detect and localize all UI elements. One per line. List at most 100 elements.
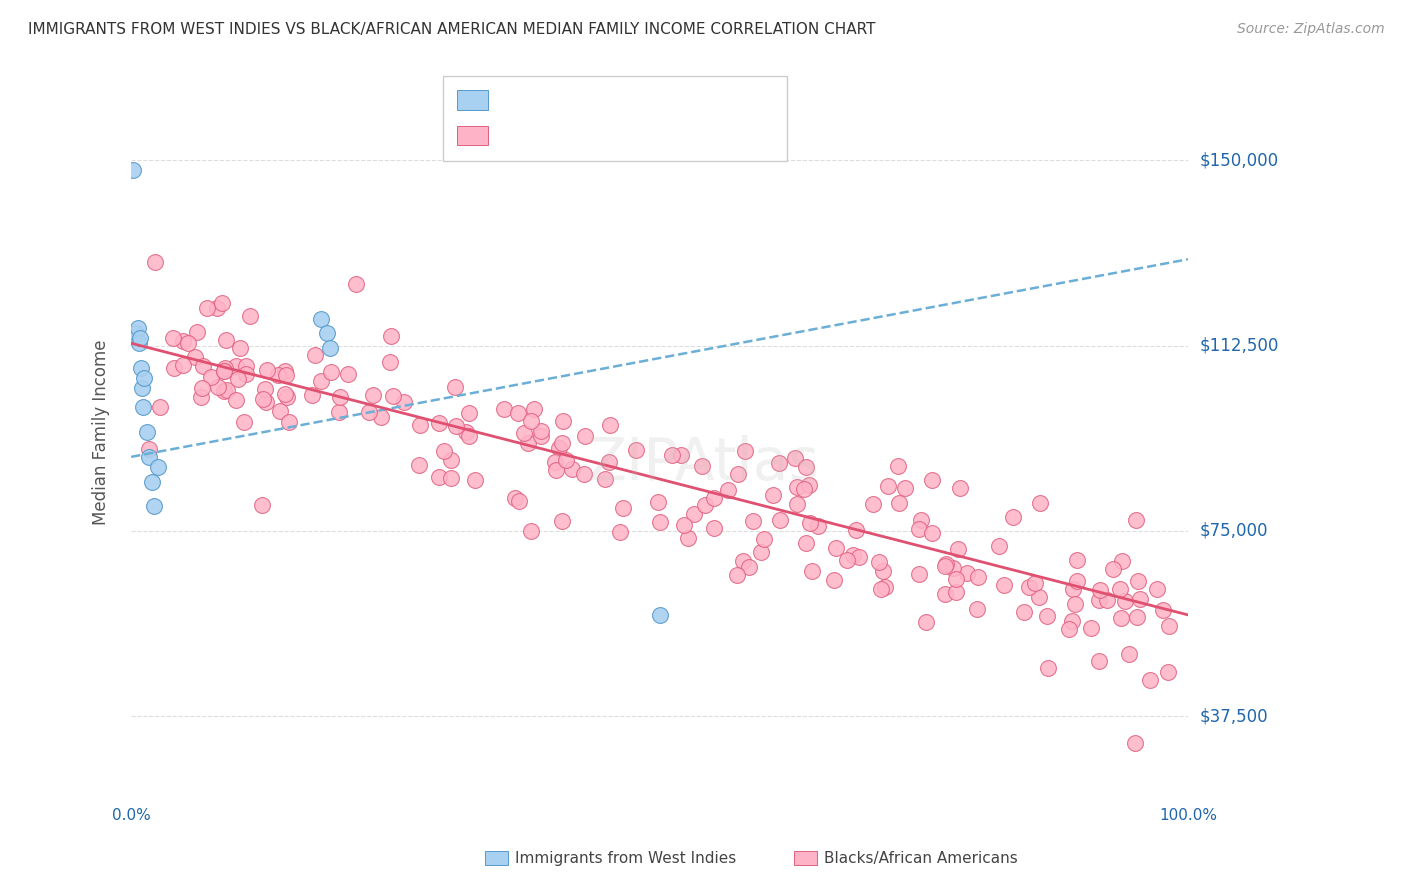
Point bbox=[807, 518, 830, 533]
Point bbox=[1152, 603, 1174, 617]
Point bbox=[785, 451, 807, 466]
Point bbox=[122, 163, 145, 178]
Point bbox=[319, 341, 342, 355]
Point bbox=[1064, 597, 1087, 611]
Point bbox=[921, 525, 943, 540]
Point bbox=[593, 472, 616, 486]
Point bbox=[392, 395, 415, 409]
Point bbox=[835, 552, 858, 566]
Point bbox=[136, 425, 159, 439]
Point bbox=[1128, 574, 1150, 588]
Point bbox=[762, 488, 785, 502]
Point bbox=[239, 309, 262, 323]
Point bbox=[967, 570, 990, 584]
Point bbox=[1129, 592, 1152, 607]
Point bbox=[1114, 594, 1136, 608]
Point bbox=[561, 462, 583, 476]
Text: Source: ZipAtlas.com: Source: ZipAtlas.com bbox=[1237, 22, 1385, 37]
Point bbox=[1088, 582, 1111, 597]
Point bbox=[454, 425, 477, 440]
Point bbox=[191, 381, 214, 395]
Point bbox=[1146, 582, 1168, 597]
Point bbox=[200, 370, 222, 384]
Point bbox=[195, 301, 218, 315]
Point bbox=[409, 418, 432, 433]
Point bbox=[190, 390, 212, 404]
Point bbox=[1012, 605, 1035, 619]
Point bbox=[274, 386, 297, 401]
Text: IMMIGRANTS FROM WEST INDIES VS BLACK/AFRICAN AMERICAN MEDIAN FAMILY INCOME CORRE: IMMIGRANTS FROM WEST INDIES VS BLACK/AFR… bbox=[28, 22, 876, 37]
Point bbox=[1111, 611, 1133, 625]
Point bbox=[172, 334, 194, 348]
Point bbox=[738, 560, 761, 574]
Point bbox=[799, 516, 821, 530]
Point bbox=[444, 418, 467, 433]
Point bbox=[921, 473, 943, 487]
Text: -0.837: -0.837 bbox=[553, 126, 617, 144]
Point bbox=[1118, 648, 1140, 662]
Point bbox=[945, 572, 967, 586]
Point bbox=[547, 441, 569, 455]
Point bbox=[226, 372, 249, 386]
Point bbox=[427, 469, 450, 483]
Point bbox=[693, 498, 716, 512]
Point bbox=[551, 514, 574, 528]
Point bbox=[1060, 614, 1083, 628]
Point bbox=[177, 336, 200, 351]
Point bbox=[650, 515, 672, 529]
Text: $75,000: $75,000 bbox=[1199, 522, 1268, 540]
Point bbox=[125, 326, 148, 341]
Point bbox=[734, 444, 756, 458]
Point bbox=[551, 414, 574, 428]
Point bbox=[146, 459, 169, 474]
Text: 18: 18 bbox=[693, 90, 718, 108]
Point bbox=[256, 394, 278, 409]
Point bbox=[842, 548, 865, 562]
Point bbox=[942, 561, 965, 575]
Point bbox=[673, 518, 696, 533]
Point bbox=[381, 389, 404, 403]
Point bbox=[269, 403, 291, 417]
Text: Blacks/African Americans: Blacks/African Americans bbox=[824, 851, 1018, 865]
Point bbox=[648, 607, 671, 622]
Point bbox=[329, 390, 352, 404]
Point bbox=[1095, 592, 1118, 607]
Point bbox=[1057, 622, 1080, 636]
Point bbox=[212, 363, 235, 377]
Point bbox=[624, 442, 647, 457]
Point bbox=[690, 458, 713, 473]
Point bbox=[408, 458, 430, 472]
Point bbox=[1018, 580, 1040, 594]
Point bbox=[457, 429, 479, 443]
Point bbox=[870, 582, 893, 597]
Point bbox=[609, 525, 631, 540]
Point bbox=[505, 491, 527, 505]
Point bbox=[520, 524, 543, 538]
Point bbox=[336, 367, 359, 381]
Point bbox=[464, 474, 486, 488]
Text: N =: N = bbox=[640, 92, 669, 106]
Point bbox=[207, 380, 229, 394]
Point bbox=[1108, 582, 1130, 597]
Point bbox=[988, 539, 1011, 553]
Text: R =: R = bbox=[499, 92, 527, 106]
Point bbox=[1139, 673, 1161, 687]
Point bbox=[786, 480, 808, 494]
Point bbox=[801, 564, 824, 578]
Text: 0.0%: 0.0% bbox=[112, 808, 150, 823]
Point bbox=[966, 602, 988, 616]
Point bbox=[1157, 619, 1180, 633]
Point bbox=[1157, 665, 1180, 679]
Point bbox=[725, 568, 748, 582]
Point bbox=[266, 368, 288, 383]
Point bbox=[1028, 496, 1050, 510]
Point bbox=[444, 380, 467, 394]
Point bbox=[508, 493, 530, 508]
Point bbox=[1062, 582, 1084, 597]
Point bbox=[1038, 661, 1060, 675]
Point bbox=[173, 359, 195, 373]
Point bbox=[519, 414, 541, 428]
Point bbox=[1123, 736, 1146, 750]
Text: $112,500: $112,500 bbox=[1199, 336, 1278, 355]
Point bbox=[149, 400, 172, 414]
